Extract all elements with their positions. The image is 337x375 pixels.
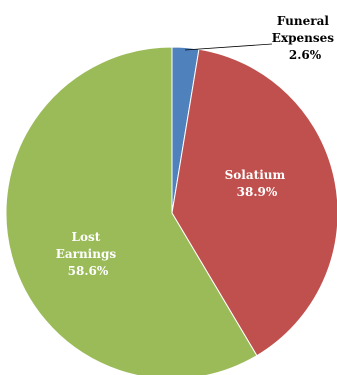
funeral-leader-line (184, 43, 273, 51)
slice-solatium (171, 48, 337, 357)
slice-label-funeral: Funeral Expenses 2.6% (272, 14, 337, 62)
pie-slices (5, 46, 337, 375)
slice-value-lost-earnings: 58.6% (68, 264, 109, 278)
slice-value-funeral: 2.6% (289, 48, 322, 62)
slice-label-lost-earnings: Lost Earnings 58.6% (56, 230, 121, 278)
slice-label-solatium: Solatium 38.9% (225, 168, 290, 199)
slice-label-solatium-line1: Solatium (225, 168, 286, 182)
slice-label-funeral-line2: Expenses (272, 31, 334, 45)
slice-label-lost-line2: Earnings (56, 247, 117, 261)
slice-label-lost-line1: Lost (72, 230, 101, 244)
slice-value-solatium: 38.9% (237, 185, 278, 199)
slice-lost-earnings (5, 46, 258, 375)
slice-label-funeral-line1: Funeral (277, 14, 329, 28)
